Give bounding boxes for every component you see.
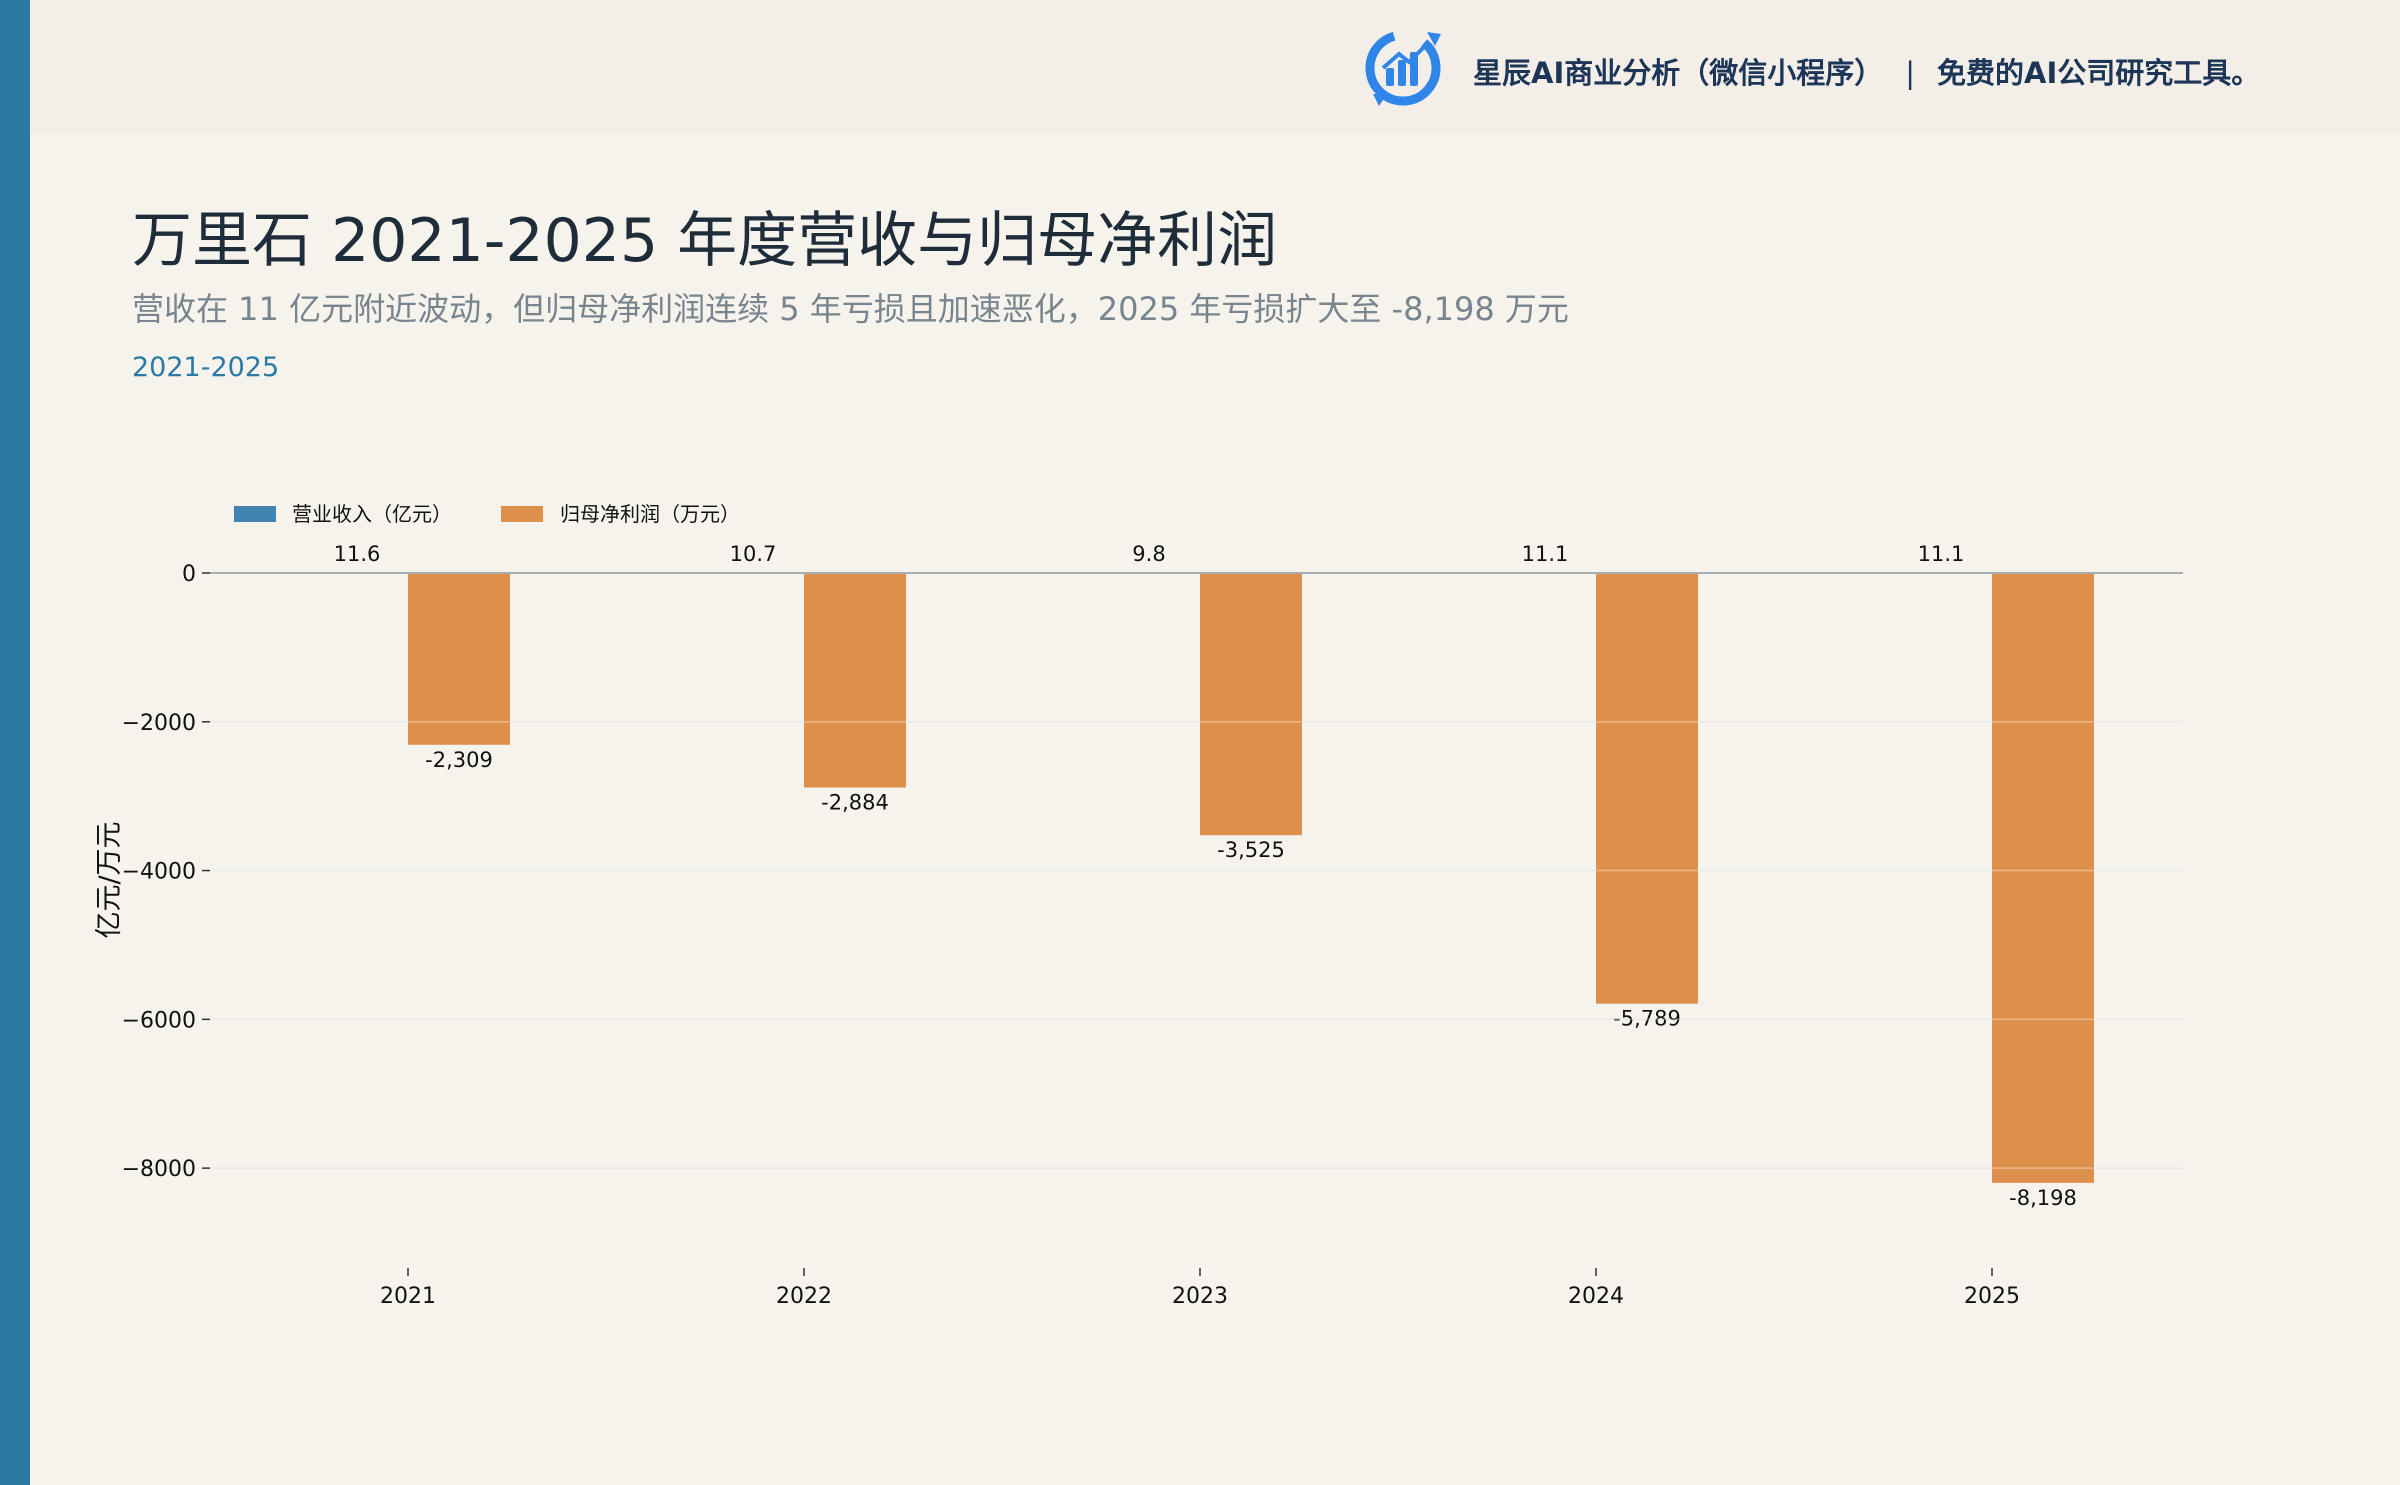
legend-label-profit: 归母净利润（万元）: [560, 502, 740, 526]
x-tick-label: 2022: [776, 1284, 832, 1309]
profit-bar: [804, 573, 906, 788]
x-tick-label: 2024: [1568, 1284, 1624, 1309]
profit-data-label: -2,884: [821, 791, 889, 815]
profit-data-label: -2,309: [425, 748, 493, 772]
profit-data-label: -5,789: [1613, 1007, 1681, 1031]
legend-label-revenue: 营业收入（亿元）: [292, 502, 452, 526]
revenue-data-label: 11.6: [334, 542, 381, 566]
chart-title: 万里石 2021-2025 年度营收与归母净利润: [132, 206, 1278, 276]
revenue-data-label: 9.8: [1132, 542, 1165, 566]
y-tick-label: −2000: [122, 711, 196, 736]
x-tick-label: 2025: [1964, 1284, 2020, 1309]
profit-data-label: -8,198: [2009, 1186, 2077, 1210]
left-accent-bar: [0, 0, 30, 1485]
y-tick-label: −4000: [122, 860, 196, 885]
brand-separator: |: [1905, 56, 1916, 90]
x-tick-label: 2021: [380, 1284, 436, 1309]
profit-bar: [1992, 573, 2094, 1183]
revenue-data-label: 11.1: [1522, 542, 1569, 566]
bar-chart-logo-icon: [1365, 30, 1441, 106]
brand-tagline: 免费的AI公司研究工具。: [1937, 56, 2261, 90]
profit-bar: [1596, 573, 1698, 1004]
profit-bar: [1200, 573, 1302, 836]
revenue-data-label: 11.1: [1918, 542, 1965, 566]
brand-name: 星辰AI商业分析（微信小程序）: [1473, 56, 1884, 90]
x-tick-label: 2023: [1172, 1284, 1228, 1309]
chart-subtitle: 营收在 11 亿元附近波动，但归母净利润连续 5 年亏损且加速恶化，2025 年…: [132, 290, 1569, 328]
revenue-data-label: 10.7: [730, 542, 777, 566]
legend-swatch-revenue: [234, 506, 276, 522]
y-tick-label: −8000: [122, 1157, 196, 1182]
y-tick-label: −6000: [122, 1008, 196, 1033]
profit-data-label: -3,525: [1217, 838, 1285, 862]
brand-banner: 星辰AI商业分析（微信小程序） | 免费的AI公司研究工具。: [1473, 50, 2260, 92]
y-axis-label: 亿元/万元: [94, 821, 125, 938]
profit-bar: [408, 573, 510, 745]
legend-swatch-profit: [501, 506, 543, 522]
period-label: 2021-2025: [132, 352, 280, 383]
y-tick-label: 0: [182, 562, 196, 587]
header-banner: [30, 0, 2400, 134]
